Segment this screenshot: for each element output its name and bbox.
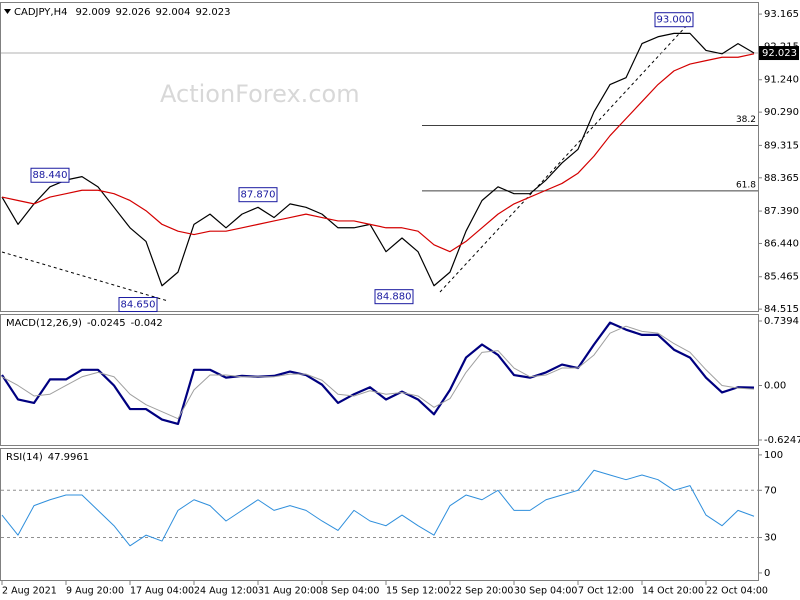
rsi-header: RSI(14) 47.9961 (6, 452, 89, 463)
trend-line (1, 251, 169, 302)
x-tick-label: 22 Oct 04:00 (706, 586, 768, 597)
series-line (1, 325, 755, 420)
rsi-title: RSI(14) (6, 452, 43, 463)
y-tick-label: 89.315 (764, 140, 799, 151)
y-tick-label: 90.290 (764, 107, 799, 118)
fib-label: 38.2 (736, 115, 756, 125)
y-tick-label: 88.365 (764, 173, 799, 184)
dropdown-icon (4, 9, 11, 14)
y-tick-label: 0.7394 (764, 316, 799, 327)
macd-header: MACD(12,26,9) -0.0245 -0.042 (6, 318, 163, 329)
price-tag (759, 46, 799, 61)
low: 92.004 (155, 7, 190, 18)
x-tick-label: 9 Aug 20:00 (66, 586, 124, 597)
x-tick-label: 30 Sep 04:00 (514, 586, 577, 597)
x-tick-label: 8 Sep 04:00 (322, 586, 379, 597)
y-tick-label: 100 (764, 450, 783, 461)
y-tick-label: 30 (764, 533, 777, 544)
annotation-label: 88.440 (33, 170, 68, 181)
y-tick-label: 0 (764, 568, 770, 579)
fib-label: 61.8 (736, 180, 756, 190)
x-tick-label: 24 Aug 12:00 (194, 586, 258, 597)
x-tick-label: 31 Aug 20:00 (258, 586, 322, 597)
price-header: CADJPY,H4 92.009 92.026 92.004 92.023 (14, 7, 230, 18)
annotation-box (30, 167, 70, 183)
x-tick-label: 15 Sep 12:00 (386, 586, 449, 597)
series-line (1, 32, 755, 287)
price-tag-label: 92.023 (762, 48, 797, 59)
y-tick-label: 86.440 (764, 238, 799, 249)
x-tick-label: 22 Sep 20:00 (450, 586, 513, 597)
x-tick-label: 2 Aug 2021 (2, 586, 57, 597)
y-tick-label: 0.00 (764, 380, 786, 391)
annotation-label: 84.650 (121, 300, 156, 311)
y-tick-label: 70 (764, 485, 777, 496)
open: 92.009 (75, 7, 110, 18)
annotation-label: 84.880 (377, 292, 412, 303)
annotation-label: 87.870 (241, 190, 276, 201)
annotation-box (654, 12, 694, 28)
y-tick-label: 84.515 (764, 304, 799, 315)
high: 92.026 (115, 7, 150, 18)
annotation-label: 93.000 (657, 15, 692, 26)
x-tick-label: 17 Aug 04:00 (130, 586, 194, 597)
macd-title: MACD(12,26,9) (6, 318, 82, 329)
y-tick-label: 93.165 (764, 9, 799, 20)
y-tick-label: 87.390 (764, 206, 799, 217)
x-tick-label: 7 Oct 12:00 (578, 586, 634, 597)
price-panel (0, 2, 759, 312)
annotation-box (374, 289, 414, 305)
macd-main: -0.0245 (87, 318, 126, 329)
watermark: ActionForex.com (160, 80, 360, 108)
series-line (1, 469, 755, 547)
annotation-box (118, 297, 158, 313)
close: 92.023 (195, 7, 230, 18)
symbol: CADJPY,H4 (14, 7, 67, 18)
y-tick-label: -0.6247 (764, 435, 800, 446)
trend-line (439, 21, 691, 293)
series-line (1, 321, 755, 425)
annotation-box (238, 187, 278, 203)
macd-signal: -0.042 (131, 318, 163, 329)
y-tick-label: 85.465 (764, 272, 799, 283)
series-line (1, 53, 755, 253)
rsi-panel (0, 448, 759, 581)
x-tick-label: 14 Oct 20:00 (642, 586, 704, 597)
macd-panel (0, 314, 759, 446)
rsi-value: 47.9961 (48, 452, 89, 463)
y-tick-label: 91.240 (764, 75, 799, 86)
